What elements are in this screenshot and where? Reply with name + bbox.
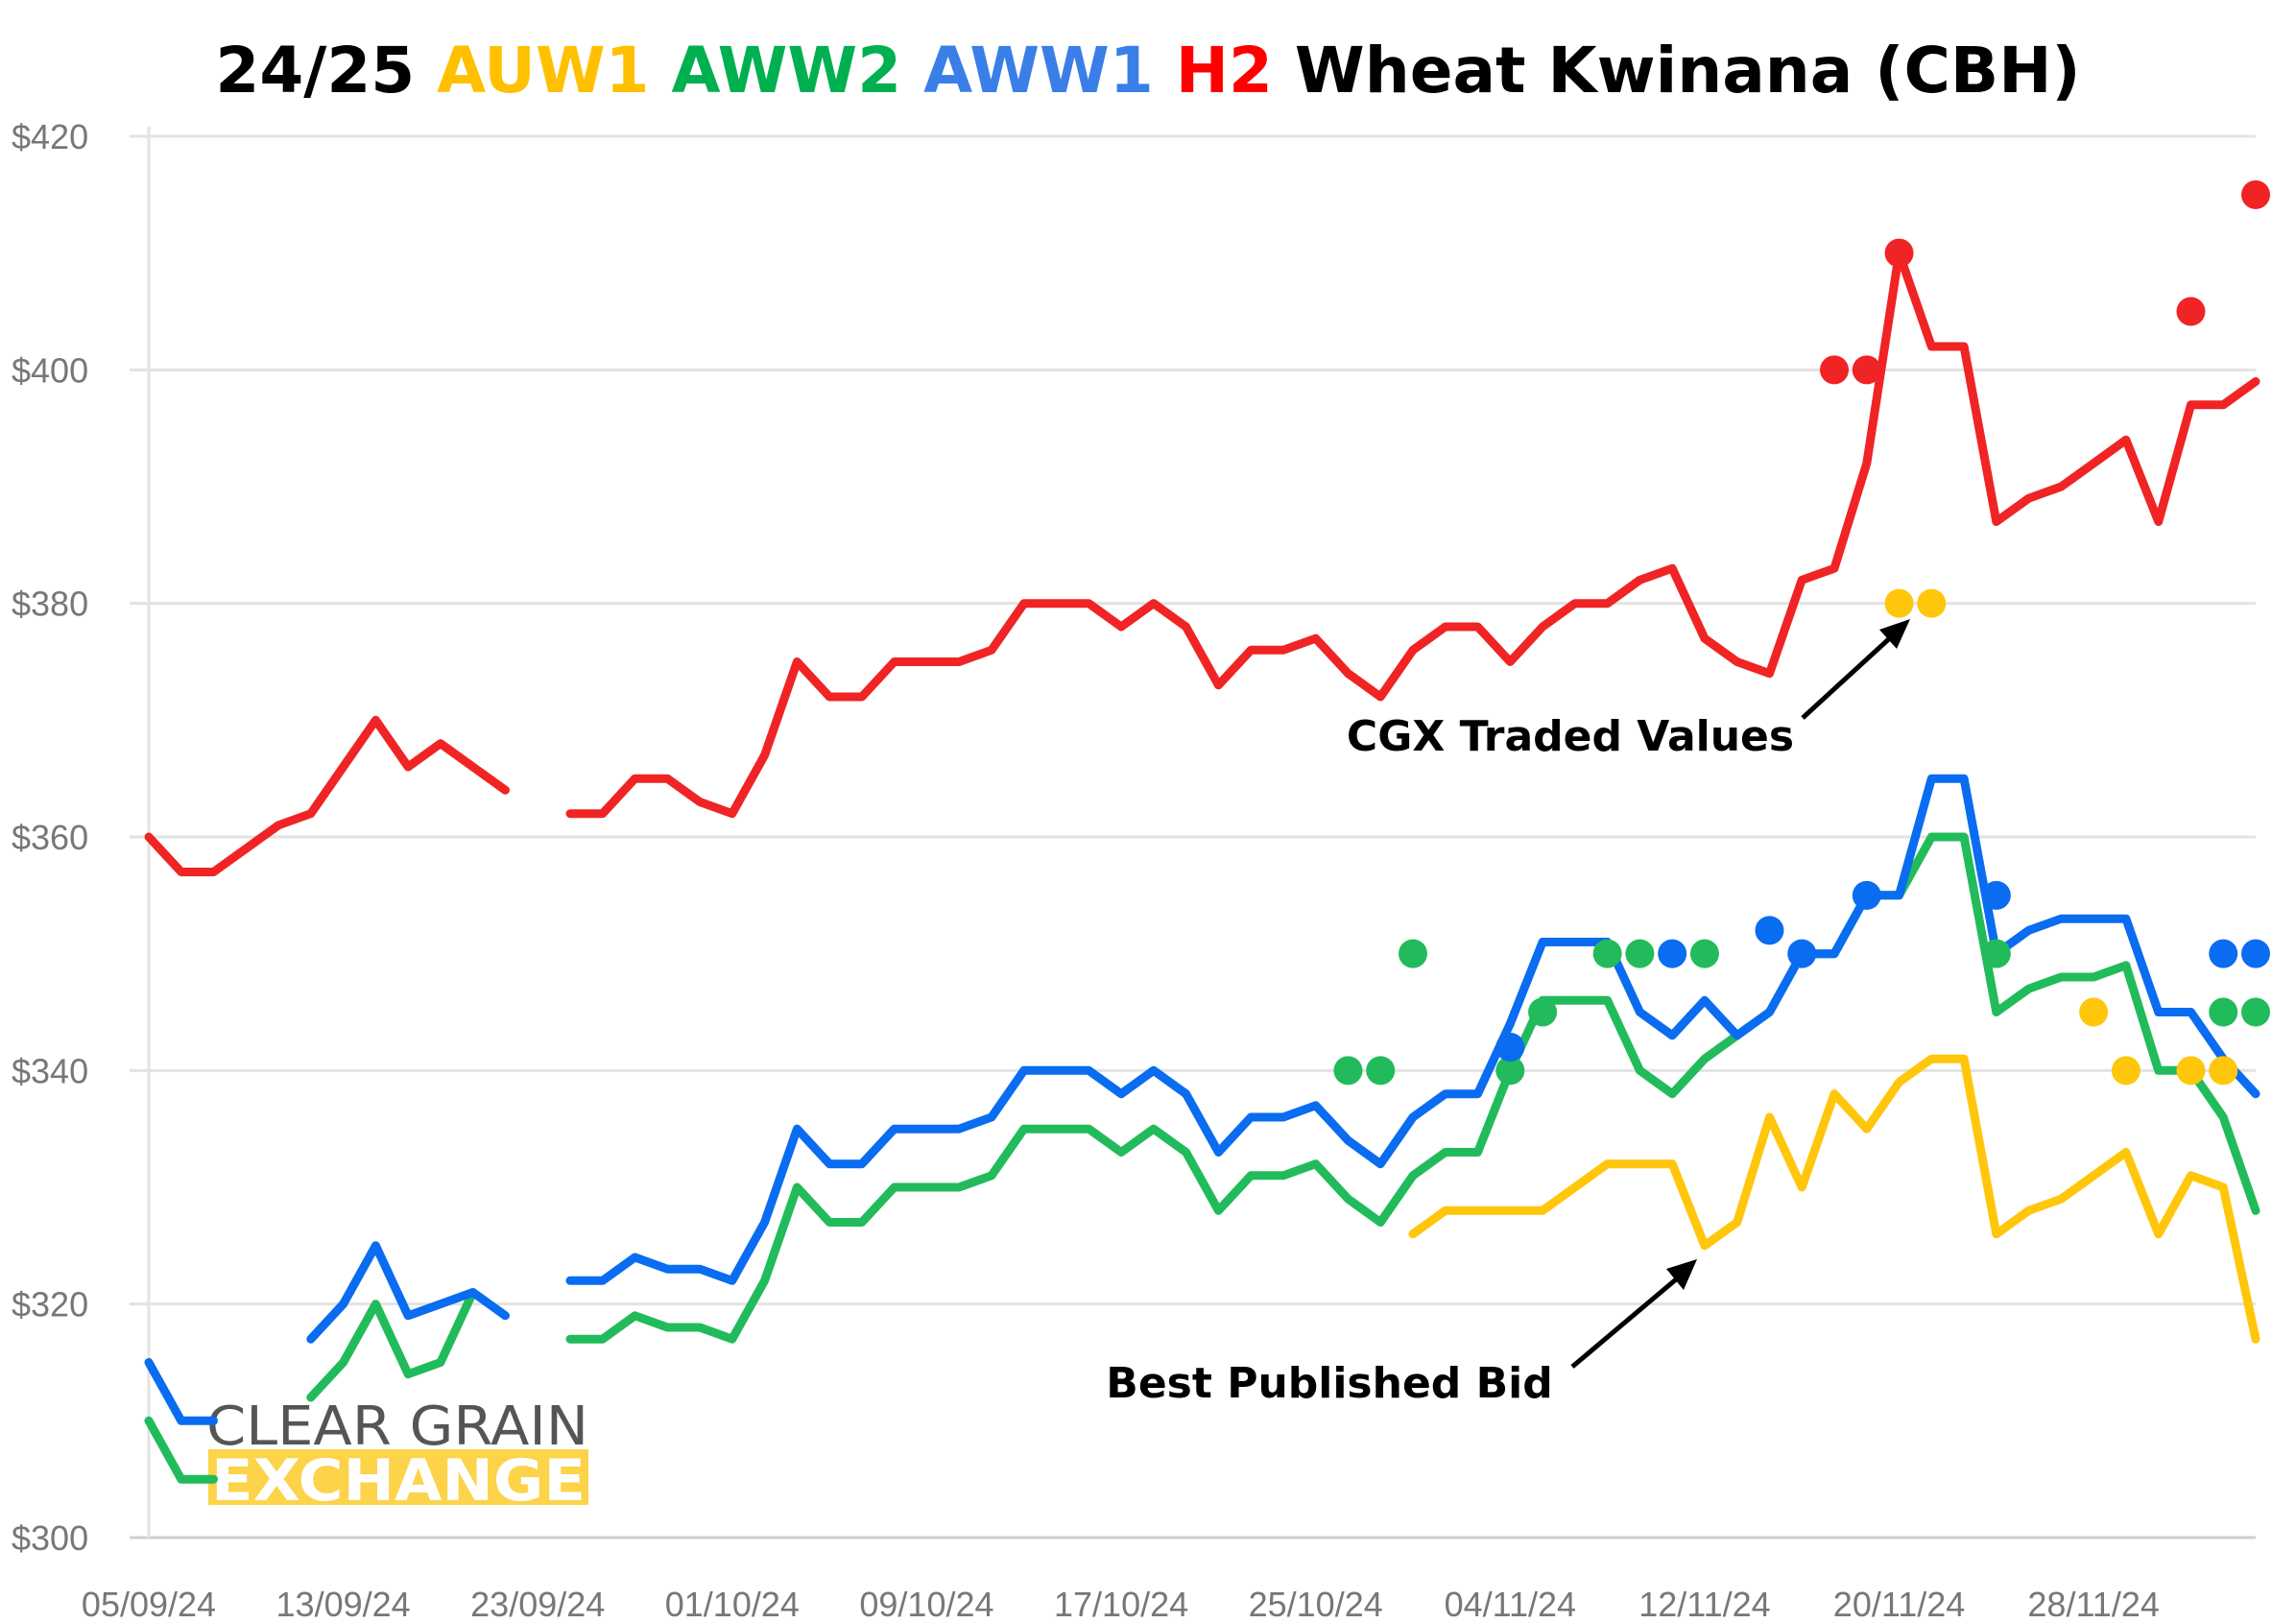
x-tick-label: 13/09/24 bbox=[276, 1585, 411, 1623]
title-part: AWW2 bbox=[672, 34, 924, 107]
traded-point-aww1 bbox=[1981, 880, 2011, 910]
arrow-traded bbox=[1801, 633, 1895, 720]
y-tick-label: $340 bbox=[12, 1051, 88, 1090]
traded-point-h2 bbox=[1852, 355, 1881, 385]
traded-point-aww1 bbox=[1852, 880, 1881, 910]
traded-point-aww2 bbox=[1981, 939, 2011, 968]
traded-point-aww2 bbox=[1528, 997, 1558, 1027]
series-line-auw1 bbox=[1408, 1054, 2260, 1344]
x-tick-label: 20/11/24 bbox=[1833, 1585, 1965, 1623]
traded-point-aww2 bbox=[1625, 939, 1655, 968]
title-part: AUW1 bbox=[437, 34, 671, 107]
traded-point-aww1 bbox=[2209, 939, 2238, 968]
annotation-traded-label: CGX Traded Values bbox=[1347, 712, 1794, 761]
traded-point-aww2 bbox=[2241, 997, 2270, 1027]
logo-line2: EXCHANGE bbox=[211, 1447, 586, 1515]
title-part: H2 bbox=[1176, 34, 1295, 107]
traded-points bbox=[1333, 179, 2270, 1086]
y-tick-label: $400 bbox=[12, 350, 88, 390]
traded-point-aww1 bbox=[2241, 939, 2270, 968]
traded-point-h2 bbox=[2241, 179, 2270, 209]
arrow-bid bbox=[1570, 1273, 1684, 1369]
traded-point-auw1 bbox=[2209, 1056, 2238, 1086]
annotation-bid-label: Best Published Bid bbox=[1106, 1359, 1552, 1408]
arrow-traded-head bbox=[1879, 619, 1910, 649]
traded-point-auw1 bbox=[1917, 588, 1947, 618]
traded-point-aww2 bbox=[1366, 1056, 1396, 1086]
traded-point-aww1 bbox=[1495, 1033, 1525, 1062]
logo: CLEAR GRAIN EXCHANGE bbox=[206, 1396, 588, 1515]
y-tick-label: $420 bbox=[12, 117, 88, 156]
traded-point-auw1 bbox=[2176, 1056, 2206, 1086]
chart-title: 24/25 AUW1 AWW2 AWW1 H2 Wheat Kwinana (C… bbox=[215, 34, 2080, 107]
traded-point-aww2 bbox=[1495, 1056, 1525, 1086]
x-tick-label: 01/10/24 bbox=[665, 1585, 800, 1623]
series-line-aww2 bbox=[144, 832, 2260, 1484]
arrow-bid-head bbox=[1666, 1259, 1697, 1290]
x-tick-label: 25/10/24 bbox=[1249, 1585, 1383, 1623]
y-tick-label: $300 bbox=[12, 1518, 88, 1558]
x-tick-label: 12/11/24 bbox=[1638, 1585, 1770, 1623]
x-tick-label: 28/11/24 bbox=[2027, 1585, 2159, 1623]
x-tick-label: 23/09/24 bbox=[470, 1585, 605, 1623]
y-axis-ticks: $300 $320 $340 $360 $380 $400 $420 bbox=[12, 117, 88, 1558]
traded-point-aww1 bbox=[1658, 939, 1687, 968]
series-line-h2 bbox=[144, 249, 2260, 876]
grid bbox=[130, 127, 2256, 1539]
x-tick-label: 04/11/24 bbox=[1445, 1585, 1576, 1623]
annotation-bid: Best Published Bid bbox=[1106, 1259, 1697, 1408]
logo-band bbox=[208, 1449, 588, 1505]
traded-point-auw1 bbox=[1884, 588, 1914, 618]
traded-point-aww1 bbox=[1787, 939, 1817, 968]
logo-line1: CLEAR GRAIN bbox=[206, 1396, 588, 1458]
traded-point-auw1 bbox=[2111, 1056, 2141, 1086]
traded-point-aww1 bbox=[1755, 916, 1784, 945]
traded-point-auw1 bbox=[2079, 997, 2109, 1027]
y-tick-label: $360 bbox=[12, 818, 88, 857]
title-part: Wheat Kwinana (CBH) bbox=[1295, 34, 2081, 107]
traded-point-aww2 bbox=[1333, 1056, 1363, 1086]
traded-point-h2 bbox=[1820, 355, 1849, 385]
y-tick-label: $320 bbox=[12, 1285, 88, 1325]
traded-point-aww2 bbox=[1689, 939, 1719, 968]
traded-point-aww2 bbox=[2209, 997, 2238, 1027]
x-tick-label: 05/09/24 bbox=[82, 1585, 216, 1623]
traded-point-h2 bbox=[2176, 297, 2206, 326]
x-axis-ticks: 05/09/24 13/09/24 23/09/24 01/10/24 09/10/24… bbox=[82, 1585, 2160, 1623]
title-part: AWW1 bbox=[923, 34, 1176, 107]
annotation-traded: CGX Traded Values bbox=[1347, 619, 1910, 761]
series-line-aww1 bbox=[144, 774, 2260, 1425]
traded-point-h2 bbox=[1884, 238, 1914, 268]
y-tick-label: $380 bbox=[12, 585, 88, 624]
traded-point-aww2 bbox=[1399, 939, 1427, 968]
x-tick-label: 09/10/24 bbox=[859, 1585, 993, 1623]
title-part: 24/25 bbox=[215, 34, 437, 107]
x-tick-label: 17/10/24 bbox=[1054, 1585, 1188, 1623]
traded-point-aww2 bbox=[1592, 939, 1622, 968]
series-lines bbox=[144, 249, 2260, 1484]
